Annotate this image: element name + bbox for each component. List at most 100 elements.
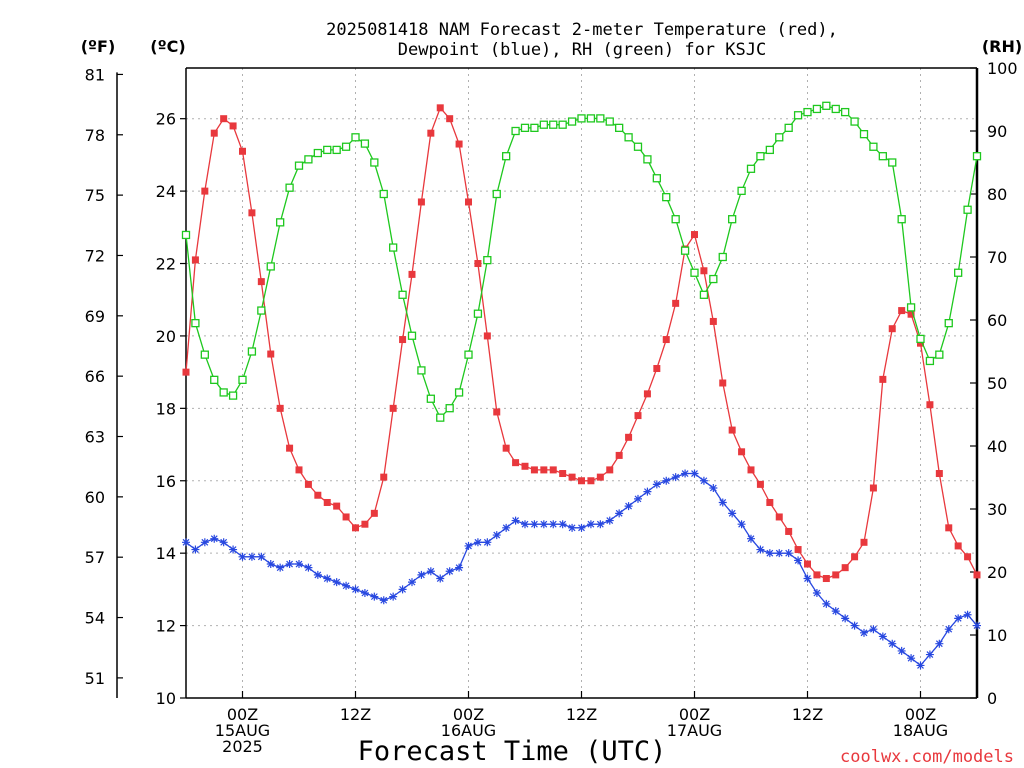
rh-point xyxy=(341,142,351,151)
temperature-point xyxy=(465,198,472,206)
rh-point xyxy=(304,155,313,164)
temperature-point xyxy=(239,147,246,155)
x-tick-label: 00Z xyxy=(679,705,710,724)
rh-point xyxy=(963,205,972,214)
dewpoint-point xyxy=(916,661,925,670)
temperature-point xyxy=(954,542,962,550)
dewpoint-point xyxy=(586,520,595,529)
rh-point xyxy=(803,107,812,117)
rh-tick-label: 10 xyxy=(987,626,1007,645)
dewpoint-point xyxy=(643,487,652,496)
fahrenheit-tick-label: 57 xyxy=(85,548,105,567)
dewpoint-point xyxy=(878,632,887,641)
dewpoint-point xyxy=(200,538,209,547)
rh-point xyxy=(454,388,464,397)
temperature-point xyxy=(191,256,199,264)
dewpoint-point xyxy=(897,646,906,655)
temperature-point xyxy=(634,412,642,420)
dewpoint-point xyxy=(511,516,520,525)
fahrenheit-tick-label: 54 xyxy=(85,609,105,628)
rh-point xyxy=(417,366,426,375)
dewpoint-point xyxy=(285,560,294,569)
dewpoint-point xyxy=(332,578,341,587)
fahrenheit-tick-label: 78 xyxy=(85,126,105,145)
dewpoint-point xyxy=(408,578,416,587)
temperature-point xyxy=(483,332,491,340)
rh-point xyxy=(530,123,539,132)
dewpoint-point xyxy=(662,476,671,485)
temperature-point xyxy=(691,231,698,239)
temperature-point xyxy=(851,553,859,561)
dewpoint-point xyxy=(426,567,435,576)
temperature-point xyxy=(888,325,896,333)
rh-point xyxy=(954,268,963,277)
rh-tick-label: 80 xyxy=(987,185,1007,204)
rh-point xyxy=(662,192,671,202)
dewpoint-point xyxy=(219,538,228,547)
rh-point xyxy=(558,120,567,129)
temperature-point xyxy=(267,350,275,358)
celsius-tick-label: 10 xyxy=(156,689,176,708)
dewpoint-point xyxy=(850,621,859,630)
rh-point xyxy=(210,375,219,385)
dewpoint-point xyxy=(709,484,718,492)
rh-point xyxy=(888,158,897,167)
temperature-point xyxy=(625,433,633,441)
rh-point xyxy=(313,148,322,158)
dewpoint-point xyxy=(841,614,850,623)
temperature-point xyxy=(719,379,727,387)
temperature-point xyxy=(361,520,369,528)
temperature-point xyxy=(220,115,228,123)
dewpoint-point xyxy=(304,563,313,572)
fahrenheit-tick-label: 72 xyxy=(85,246,105,265)
rh-point xyxy=(228,391,238,400)
dewpoint-point xyxy=(577,523,586,532)
rh-point xyxy=(247,347,257,356)
dewpoint-point xyxy=(389,592,398,601)
rh-point xyxy=(294,161,304,170)
rh-point xyxy=(671,215,680,224)
dewpoint-point xyxy=(624,502,633,511)
rh-point xyxy=(605,117,614,126)
x-tick-label: 2025 xyxy=(222,737,263,756)
dewpoint-point xyxy=(765,549,774,558)
rh-tick-label: 90 xyxy=(987,122,1007,141)
temperature-point xyxy=(662,336,670,344)
dewpoint-point xyxy=(888,639,897,648)
fahrenheit-tick-label: 69 xyxy=(85,307,105,326)
temperature-point xyxy=(559,470,567,478)
dewpoint-point xyxy=(605,516,614,525)
dewpoint-point xyxy=(483,538,492,547)
dewpoint-point xyxy=(775,549,784,558)
dewpoint-point xyxy=(492,531,501,540)
dewpoint-point xyxy=(191,545,200,554)
dewpoint-point xyxy=(728,509,737,518)
celsius-tick-label: 20 xyxy=(156,327,176,346)
temperature-point xyxy=(841,564,849,572)
temperature-point xyxy=(653,365,661,373)
rh-point xyxy=(238,375,247,385)
temperature-point xyxy=(182,368,190,376)
rh-point xyxy=(944,318,953,328)
temperature-point xyxy=(879,375,887,383)
rh-point xyxy=(200,350,209,359)
dewpoint-point xyxy=(737,520,746,529)
temperature-point xyxy=(521,462,529,470)
temperature-point xyxy=(700,267,708,275)
rh-point xyxy=(869,142,878,151)
temperature-point xyxy=(427,129,435,137)
temperature-point xyxy=(549,466,557,474)
rh-tick-label: 70 xyxy=(987,248,1007,267)
rh-point xyxy=(680,246,690,255)
rh-point xyxy=(765,145,774,155)
rh-point xyxy=(360,139,370,148)
rh-point xyxy=(389,243,398,252)
dewpoint-point xyxy=(295,560,303,569)
temperature-point xyxy=(323,498,331,506)
rh-tick-label: 40 xyxy=(987,437,1007,456)
rh-point xyxy=(615,123,624,132)
temperature-point xyxy=(304,480,312,488)
celsius-tick-label: 16 xyxy=(156,472,176,491)
temperature-point xyxy=(417,198,425,206)
temperature-point xyxy=(709,317,717,325)
